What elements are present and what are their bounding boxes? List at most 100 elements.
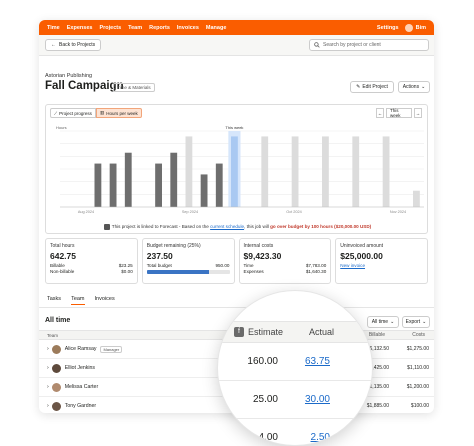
magnifier-row: 25.00 30.00 [218, 381, 372, 419]
nav-manage[interactable]: Manage [205, 24, 227, 31]
search-input[interactable]: Search by project or client [309, 39, 429, 51]
forecast-note: This project is linked to Forecast - Bas… [46, 224, 429, 230]
billing-type-badge: Time & Materials [113, 83, 155, 92]
magnifier-header: f Estimate Actual [218, 321, 372, 343]
forecast-note-prefix: This project is linked to Forecast - Bas… [111, 224, 211, 230]
tab-invoices[interactable]: Invoices [94, 296, 115, 302]
scheduled-bar [185, 136, 193, 207]
nav-expenses[interactable]: Expenses [66, 24, 93, 31]
total-budget-row: Total budget 950.00 [147, 263, 230, 268]
expenses-cost-row: Expenses $1,640.30 [244, 269, 327, 274]
hours-bar-chart: Hours This week Aug 2024 Sep 2024 Oct 2024 No… [56, 125, 424, 214]
export-button[interactable]: Export ⌄ [402, 316, 430, 328]
forecast-note-mid: , this job will [244, 224, 271, 230]
time-cost-label: Time [243, 263, 254, 268]
this-week-button[interactable]: This week [386, 108, 412, 118]
chevron-right-icon[interactable]: › [47, 365, 49, 371]
nav-settings[interactable]: Settings [376, 24, 399, 31]
tab-tasks[interactable]: Tasks [47, 296, 62, 302]
billable-column-header[interactable]: Billable [368, 332, 385, 338]
team-column-header[interactable]: Team [47, 332, 59, 338]
tab-team[interactable]: Team [71, 296, 85, 305]
magnifier-row: 4.00 2.50 [218, 419, 372, 445]
costs-cell: $1,200.00 [406, 384, 429, 390]
nav-projects[interactable]: Projects [99, 24, 122, 31]
avatar [51, 382, 61, 392]
scheduled-bar [382, 136, 390, 207]
edit-project-button[interactable]: ✎ Edit Project [350, 81, 394, 93]
back-to-projects-button[interactable]: ← Back to Projects [45, 39, 102, 51]
nav-reports[interactable]: Reports [149, 24, 170, 31]
current-schedule-link[interactable]: current schedule [210, 224, 245, 230]
section-title: All time [45, 317, 71, 324]
uninvoiced-card: Uninvoiced amount $25,000.00 New invoice [335, 238, 428, 284]
chevron-right-icon[interactable]: › [47, 384, 49, 390]
estimate-column-header[interactable]: Estimate [248, 327, 284, 337]
arrow-left-icon: ← [377, 110, 383, 116]
scheduled-bar [352, 136, 360, 207]
logged-bar [155, 163, 162, 207]
total-budget-label: Total budget [146, 263, 172, 268]
uninvoiced-label: Uninvoiced amount [340, 243, 384, 249]
estimate-cell: 160.00 [247, 356, 278, 367]
costs-cell: $100.00 [410, 403, 429, 409]
estimate-cell: 25.00 [252, 394, 278, 405]
tab-hours-per-week-label: Hours per week [106, 110, 138, 116]
budget-label: Budget remaining (25%) [146, 243, 201, 249]
uninvoiced-value: $25,000.00 [340, 251, 383, 261]
prev-week-button[interactable]: ← [376, 108, 384, 118]
scheduled-bar [322, 136, 329, 207]
costs-column-header[interactable]: Costs [412, 332, 425, 338]
chevron-right-icon[interactable]: › [47, 346, 49, 352]
nav-team[interactable]: Team [128, 24, 143, 31]
scheduled-bar [231, 136, 238, 207]
chevron-right-icon[interactable]: › [47, 403, 49, 409]
billable-cell: $1,885.00 [366, 403, 389, 409]
actual-link[interactable]: 2.50 [310, 432, 330, 443]
logged-bar [124, 152, 132, 207]
time-filter-label: All time [371, 319, 389, 325]
tab-hours-per-week[interactable]: ▥ Hours per week [96, 108, 142, 118]
actual-column-header[interactable]: Actual [309, 327, 335, 337]
nav-invoices[interactable]: Invoices [176, 24, 199, 31]
forecast-icon [103, 224, 110, 230]
tabs-divider [39, 307, 434, 308]
billable-cell: $16,132.50 [363, 346, 389, 352]
arrow-left-icon: ← [51, 42, 56, 48]
total-hours-card: Total hours 642.75 Billable $23.25 Non-bi… [45, 238, 138, 284]
over-budget-warning: go over budget by 100 hours ($20,000.00 … [270, 224, 372, 230]
scheduled-bar [413, 190, 420, 207]
next-week-button[interactable]: → [414, 108, 422, 118]
member-name: Melissa Carter [64, 384, 99, 390]
actions-button[interactable]: Actions ⌄ [398, 81, 430, 93]
sub-bar: ← Back to Projects Search by project or c… [39, 35, 434, 56]
logged-bar [215, 163, 223, 207]
arrow-right-icon: → [415, 110, 421, 116]
x-tick-label: Nov 2024 [390, 210, 406, 214]
user-menu[interactable]: Bim [404, 23, 426, 32]
chevron-down-icon: ⌄ [422, 319, 427, 325]
total-hours-value: 642.75 [50, 251, 76, 261]
scheduled-bar [291, 136, 299, 207]
billable-row: Billable $23.25 [50, 263, 133, 268]
avatar [51, 363, 61, 373]
internal-costs-value: $9,423.30 [243, 251, 282, 261]
tab-project-progress[interactable]: ⟋ Project progress [50, 108, 96, 118]
time-cost-row: Time $7,783.00 [244, 263, 327, 268]
this-week-marker: This week [225, 125, 243, 130]
expenses-cost-label: Expenses [243, 269, 264, 274]
avatar [51, 401, 61, 411]
actual-link[interactable]: 30.00 [304, 394, 330, 405]
actual-link[interactable]: 63.75 [304, 356, 330, 367]
forecast-icon: f [234, 327, 244, 337]
chevron-down-icon: ⌄ [390, 319, 395, 325]
actions-label: Actions [402, 84, 420, 90]
total-hours-label: Total hours [50, 243, 75, 249]
table-row[interactable]: › Tony Gardner $1,885.00 $100.00 [39, 397, 434, 413]
nav-time[interactable]: Time [47, 24, 60, 31]
pencil-icon: ✎ [356, 84, 361, 90]
new-invoice-link[interactable]: New invoice [340, 263, 366, 268]
client-name[interactable]: Astorian Publishing [45, 73, 93, 79]
nonbillable-row: Non-billable $0.00 [50, 269, 133, 274]
magnifier-row: 160.00 63.75 [218, 343, 372, 381]
